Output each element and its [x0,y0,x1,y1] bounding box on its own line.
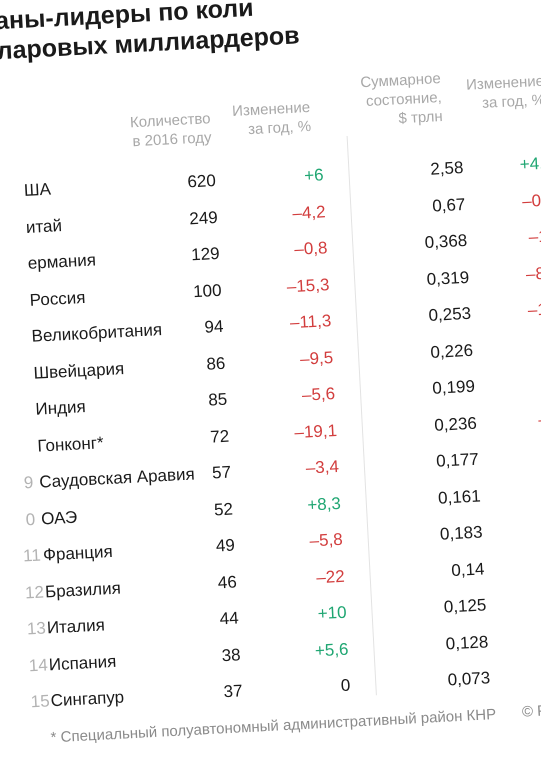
country-name: Россия [29,287,86,310]
country-name: Гонконг* [36,432,104,456]
total-wealth: 0,14 [450,558,485,580]
count-change: –15,3 [286,274,330,296]
total-wealth: 0,368 [424,230,468,253]
count-change: –19,1 [293,420,338,442]
count-change: –22 [315,566,346,587]
count-change: –4,2 [291,201,326,223]
header-change-line-2: за год, % [247,117,312,139]
header-wealth-line-3: $ трлн [398,108,444,128]
total-wealth: 0,161 [437,486,482,508]
wealth-change: +4,6 [519,153,541,175]
total-wealth: 0,073 [447,668,491,690]
total-wealth: 0,125 [443,595,487,617]
billionaire-count: 49 [215,535,236,556]
billionaire-count: 94 [203,316,224,337]
total-wealth: 0,67 [431,194,466,216]
total-wealth: 0,236 [433,413,478,435]
count-change: 0 [340,675,351,696]
billionaire-count: 57 [211,462,232,483]
header-count: Количество в 2016 году [105,109,212,152]
count-change: –5,8 [309,529,344,551]
header-wealth-change-line-2: за год, % [481,91,541,112]
row-number [5,210,19,211]
country-name: Италия [46,615,106,638]
logo: © РБ [521,701,541,721]
wealth-change: –8,8 [525,262,541,284]
wealth-change: –18 [537,408,541,429]
wealth-change: – [492,510,541,550]
count-change: –3,4 [305,456,340,478]
total-wealth: 0,199 [431,376,476,398]
billionaire-count: 86 [205,353,226,374]
count-change: +8,3 [306,493,342,515]
billionaire-count: 38 [221,644,242,665]
row-number [15,392,29,393]
header-wealth: Суммарное состояние, $ трлн [338,69,443,131]
count-change: –0,8 [293,238,328,259]
row-number [11,319,25,320]
wealth-change: –13 [528,226,541,247]
country-name: итай [25,215,63,237]
billionaire-count: 72 [209,426,230,447]
billionaire-count: 100 [192,280,222,301]
country-name: Сингапур [50,687,125,711]
wealth-change: –0,7 [521,189,541,211]
total-wealth: 0,128 [445,631,489,654]
row-number [7,246,21,247]
page-title: аны-лидеры по коли ларовых миллиардеров [0,0,300,66]
total-wealth: 0,226 [429,340,474,362]
billionaire-count: 52 [213,499,234,519]
total-wealth: 0,253 [428,303,472,325]
billionaire-count: 620 [186,170,217,192]
country-name: Испания [48,651,117,674]
total-wealth: 2,58 [429,157,464,179]
billionaire-count: 44 [219,608,240,629]
row-number: 13 [26,618,47,639]
row-number: 9 [23,472,34,493]
header-count-line-2: в 2016 году [132,129,212,151]
wealth-change: + [490,473,541,513]
row-number: 0 [25,509,36,529]
count-change: +5,6 [314,639,349,660]
count-change: +6 [303,165,325,186]
count-change: –9,5 [299,347,334,369]
country-name: Франция [42,541,114,565]
count-change: –11,3 [289,311,332,333]
row-number [16,428,30,429]
country-name: ОАЭ [40,507,78,529]
country-name: Великобритания [31,319,163,346]
header-wealth-change: Изменение за год, % [444,72,541,115]
row-number [13,356,27,357]
wealth-change: –3 [484,364,541,404]
billionaire-count: 129 [190,243,221,265]
wealth-change: – [488,437,541,477]
total-wealth: 0,319 [426,267,470,289]
country-name: Швейцария [33,358,125,383]
wealth-change: –3 [482,328,541,368]
billionaire-count: 46 [217,571,238,592]
row-number [9,283,23,284]
row-number: 12 [24,582,45,602]
country-name: Бразилия [44,578,122,601]
country-name: ША [23,179,52,200]
wealth-change: –14, [527,299,541,320]
row-number [3,173,17,174]
total-wealth: 0,183 [439,522,483,544]
total-wealth: 0,177 [435,449,480,471]
row-number: 15 [30,691,51,712]
billionaire-count: 85 [207,389,228,410]
country-name: ермания [27,250,97,273]
header-change: Изменение за год, % [215,98,312,141]
row-number: 14 [28,654,49,675]
wealth-change: – [493,546,541,586]
count-change: –5,6 [301,384,336,405]
row-number: 11 [22,545,42,566]
count-change: +10 [317,602,348,624]
billionaire-count: 249 [188,207,219,228]
country-name: Индия [34,397,87,419]
billionaire-count: 37 [223,681,243,702]
